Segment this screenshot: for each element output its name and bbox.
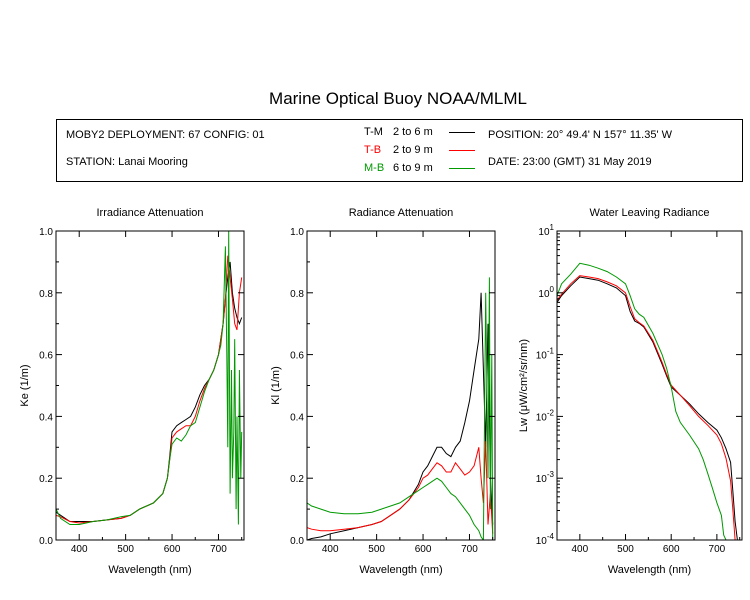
chart2-ytick-label: 0.2 [290, 474, 304, 485]
chart3-series-1-line [557, 276, 738, 540]
chart2-xtick-label: 600 [415, 544, 432, 555]
chart1-ytick-label: 0.0 [39, 536, 53, 547]
chart3-ytick-label: 10-2 [536, 408, 555, 423]
legend-line-tm [449, 132, 475, 133]
chart3-ytick-label: 10-4 [536, 532, 555, 547]
chart1-series-1-line [56, 261, 243, 522]
chart3-ylabel: Lw (μW/cm²/sr/nm) [518, 339, 530, 432]
chart1-series-2-line [56, 255, 243, 524]
chart2-xtick-label: 700 [461, 544, 478, 555]
chart2-series-3-line [307, 277, 494, 540]
chart2-frame [306, 230, 496, 541]
chart2-ytick-label: 0.4 [290, 412, 304, 423]
chart3-title: Water Leaving Radiance [589, 207, 709, 219]
info-box: MOBY2 DEPLOYMENT: 67 CONFIG: 01 STATION:… [56, 119, 743, 182]
legend-code-tm: T-M [364, 126, 383, 138]
chart3-xtick-label: 500 [617, 544, 634, 555]
legend-range-mb: 6 to 9 m [393, 162, 433, 174]
chart1-xtick-label: 700 [210, 544, 227, 555]
chart1-frame [55, 230, 245, 541]
legend-range-tm: 2 to 6 m [393, 126, 433, 138]
chart2-ylabel: Kl (1/m) [270, 366, 282, 405]
legend-line-tb [449, 150, 475, 151]
chart2-xlabel: Wavelength (nm) [359, 564, 442, 576]
chart3-series-2-line [557, 275, 738, 540]
chart2-xtick-label: 400 [322, 544, 339, 555]
chart1-ytick-label: 0.6 [39, 351, 53, 362]
chart1-xtick-label: 500 [117, 544, 134, 555]
chart2-ytick-label: 0.6 [290, 351, 304, 362]
chart3-xlabel: Wavelength (nm) [608, 564, 691, 576]
chart1-ytick-label: 0.2 [39, 474, 53, 485]
chart2-ytick-label: 0.0 [290, 536, 304, 547]
chart3-xtick-label: 400 [571, 544, 588, 555]
main-title: Marine Optical Buoy NOAA/MLML [269, 89, 527, 108]
chart3-ytick-label: 10-3 [536, 470, 555, 485]
chart1-ytick-label: 0.4 [39, 412, 53, 423]
legend-code-mb: M-B [364, 162, 385, 174]
chart1-ytick-label: 0.8 [39, 289, 53, 300]
chart1-xtick-label: 600 [164, 544, 181, 555]
legend-range-tb: 2 to 9 m [393, 144, 433, 156]
chart1-ylabel: Ke (1/m) [19, 364, 31, 406]
chart1-series-3-line [56, 231, 243, 525]
chart3-frame [556, 230, 743, 541]
legend-line-mb [449, 168, 475, 169]
chart3-ytick-label: 101 [538, 223, 554, 238]
chart2-ytick-label: 1.0 [290, 227, 304, 238]
chart3-series-3-line [557, 262, 729, 540]
chart1-ytick-label: 1.0 [39, 227, 53, 238]
chart2-title: Radiance Attenuation [349, 207, 454, 219]
legend-code-tb: T-B [364, 144, 382, 156]
chart1-title: Irradiance Attenuation [96, 207, 203, 219]
chart3-xtick-label: 600 [663, 544, 680, 555]
chart2-ytick-label: 0.8 [290, 289, 304, 300]
chart3-xtick-label: 700 [709, 544, 726, 555]
station-text: STATION: Lanai Mooring [66, 156, 188, 168]
chart2-series-2-line [307, 441, 494, 534]
chart1-xtick-label: 400 [71, 544, 88, 555]
chart3-ytick-label: 100 [538, 285, 554, 300]
chart2-xtick-label: 500 [368, 544, 385, 555]
date-text: DATE: 23:00 (GMT) 31 May 2019 [488, 156, 652, 168]
deployment-text: MOBY2 DEPLOYMENT: 67 CONFIG: 01 [66, 129, 265, 141]
chart1-xlabel: Wavelength (nm) [108, 564, 191, 576]
position-text: POSITION: 20° 49.4' N 157° 11.35' W [488, 129, 672, 141]
chart3-ytick-label: 10-1 [536, 347, 555, 362]
